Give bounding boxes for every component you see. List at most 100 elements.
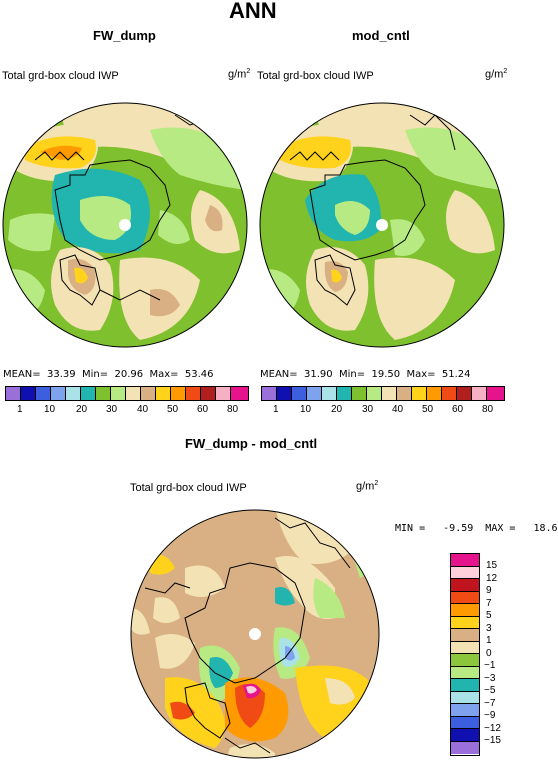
left-field-label: Total grd-box cloud IWP	[2, 70, 119, 82]
right-polar-map	[259, 102, 505, 348]
diff-tick-label: 1	[486, 635, 492, 646]
left-colorbar-cell	[186, 387, 201, 400]
left-colorbar-cell	[141, 387, 156, 400]
left-colorbar-cell	[171, 387, 186, 400]
right-colorbar-cell	[337, 387, 352, 400]
diff-tick-label: 12	[486, 573, 498, 584]
diff-colorbar-cell	[451, 691, 479, 704]
diff-tick-label: −1	[484, 660, 496, 671]
right-colorbar-cell	[397, 387, 412, 400]
diff-colorbar-cell	[451, 604, 479, 617]
left-colorbar-cell	[36, 387, 51, 400]
left-colorbar-cell	[51, 387, 66, 400]
diff-colorbar-cell	[451, 654, 479, 667]
left-units-text: g/m	[228, 68, 247, 81]
left-tick-label: 30	[106, 404, 118, 415]
right-stats: MEAN= 31.90 Min= 19.50 Max= 51.24	[260, 369, 471, 380]
right-colorbar-cell	[292, 387, 307, 400]
diff-units-text: g/m	[356, 480, 375, 493]
right-colorbar-cell	[262, 387, 277, 400]
diff-panel-title: FW_dump - mod_cntl	[185, 436, 318, 451]
diff-colorbar-cell	[451, 554, 479, 567]
right-colorbar-cell	[322, 387, 337, 400]
right-colorbar-cell	[472, 387, 487, 400]
left-tick-label: 80	[227, 404, 239, 415]
right-units-text: g/m	[485, 68, 504, 81]
right-colorbar-cell	[307, 387, 322, 400]
right-colorbar-cell	[457, 387, 472, 400]
left-tick-label: 1	[17, 404, 23, 415]
left-colorbar-cell	[21, 387, 36, 400]
diff-tick-label: −5	[484, 685, 496, 696]
right-colorbar-cell	[367, 387, 382, 400]
right-tick-label: 1	[273, 404, 279, 415]
left-tick-label: 10	[44, 404, 56, 415]
diff-colorbar-cell	[451, 629, 479, 642]
right-colorbar	[261, 386, 505, 401]
right-units-exponent: 2	[503, 68, 508, 75]
right-colorbar-cell	[382, 387, 397, 400]
left-colorbar-cell	[66, 387, 81, 400]
diff-units-exponent: 2	[374, 480, 379, 487]
diff-colorbar-cell	[451, 704, 479, 717]
left-units-exponent: 2	[246, 68, 251, 75]
diff-colorbar-cell	[451, 591, 479, 604]
left-colorbar-cell	[81, 387, 96, 400]
right-colorbar-cell	[352, 387, 367, 400]
diff-tick-label: −12	[484, 723, 501, 734]
right-tick-label: 40	[392, 404, 404, 415]
left-colorbar-cell	[96, 387, 111, 400]
diff-colorbar-cell	[451, 641, 479, 654]
diff-colorbar-cell	[451, 729, 479, 742]
diff-tick-label: −15	[484, 735, 501, 746]
diff-tick-label: −7	[484, 698, 496, 709]
diff-colorbar-cell	[451, 616, 479, 629]
left-colorbar-cell	[216, 387, 231, 400]
diff-tick-label: −9	[484, 710, 496, 721]
right-colorbar-cell	[277, 387, 292, 400]
left-colorbar	[5, 386, 249, 401]
left-panel-title: FW_dump	[93, 28, 156, 43]
main-title: ANN	[229, 0, 277, 23]
right-tick-label: 30	[362, 404, 374, 415]
diff-stats: MIN = -9.59 MAX = 18.60	[395, 523, 558, 534]
diff-colorbar-cell	[451, 741, 479, 754]
diff-colorbar-cell	[451, 679, 479, 692]
left-colorbar-cell	[126, 387, 141, 400]
left-colorbar-cell	[231, 387, 248, 400]
left-colorbar-cell	[156, 387, 171, 400]
right-tick-label: 20	[331, 404, 343, 415]
left-tick-label: 20	[76, 404, 88, 415]
left-colorbar-cell	[6, 387, 21, 400]
diff-colorbar-cell	[451, 716, 479, 729]
diff-field-label: Total grd-box cloud IWP	[130, 482, 247, 494]
left-tick-label: 60	[197, 404, 209, 415]
right-colorbar-cell	[442, 387, 457, 400]
left-units-label: g/m2	[228, 68, 250, 81]
diff-colorbar-cell	[451, 666, 479, 679]
diff-tick-label: −3	[484, 673, 496, 684]
diff-tick-label: 7	[486, 598, 492, 609]
right-tick-label: 10	[300, 404, 312, 415]
right-units-label: g/m2	[485, 68, 507, 81]
left-colorbar-cell	[111, 387, 126, 400]
right-colorbar-cell	[412, 387, 427, 400]
right-tick-label: 80	[482, 404, 494, 415]
diff-units-label: g/m2	[356, 480, 378, 493]
diff-tick-label: 15	[486, 560, 498, 571]
diff-tick-label: 3	[486, 623, 492, 634]
diff-tick-label: 9	[486, 585, 492, 596]
diff-colorbar	[450, 553, 480, 756]
left-tick-label: 50	[167, 404, 179, 415]
diff-colorbar-cell	[451, 579, 479, 592]
left-polar-map	[2, 102, 248, 348]
diff-tick-label: 5	[486, 610, 492, 621]
right-panel-title: mod_cntl	[352, 28, 410, 43]
diff-colorbar-cell	[451, 566, 479, 579]
right-field-label: Total grd-box cloud IWP	[257, 70, 374, 82]
right-tick-label: 50	[422, 404, 434, 415]
left-stats: MEAN= 33.39 Min= 20.96 Max= 53.46	[3, 369, 214, 380]
right-tick-label: 60	[452, 404, 464, 415]
right-colorbar-cell	[427, 387, 442, 400]
left-tick-label: 40	[137, 404, 149, 415]
